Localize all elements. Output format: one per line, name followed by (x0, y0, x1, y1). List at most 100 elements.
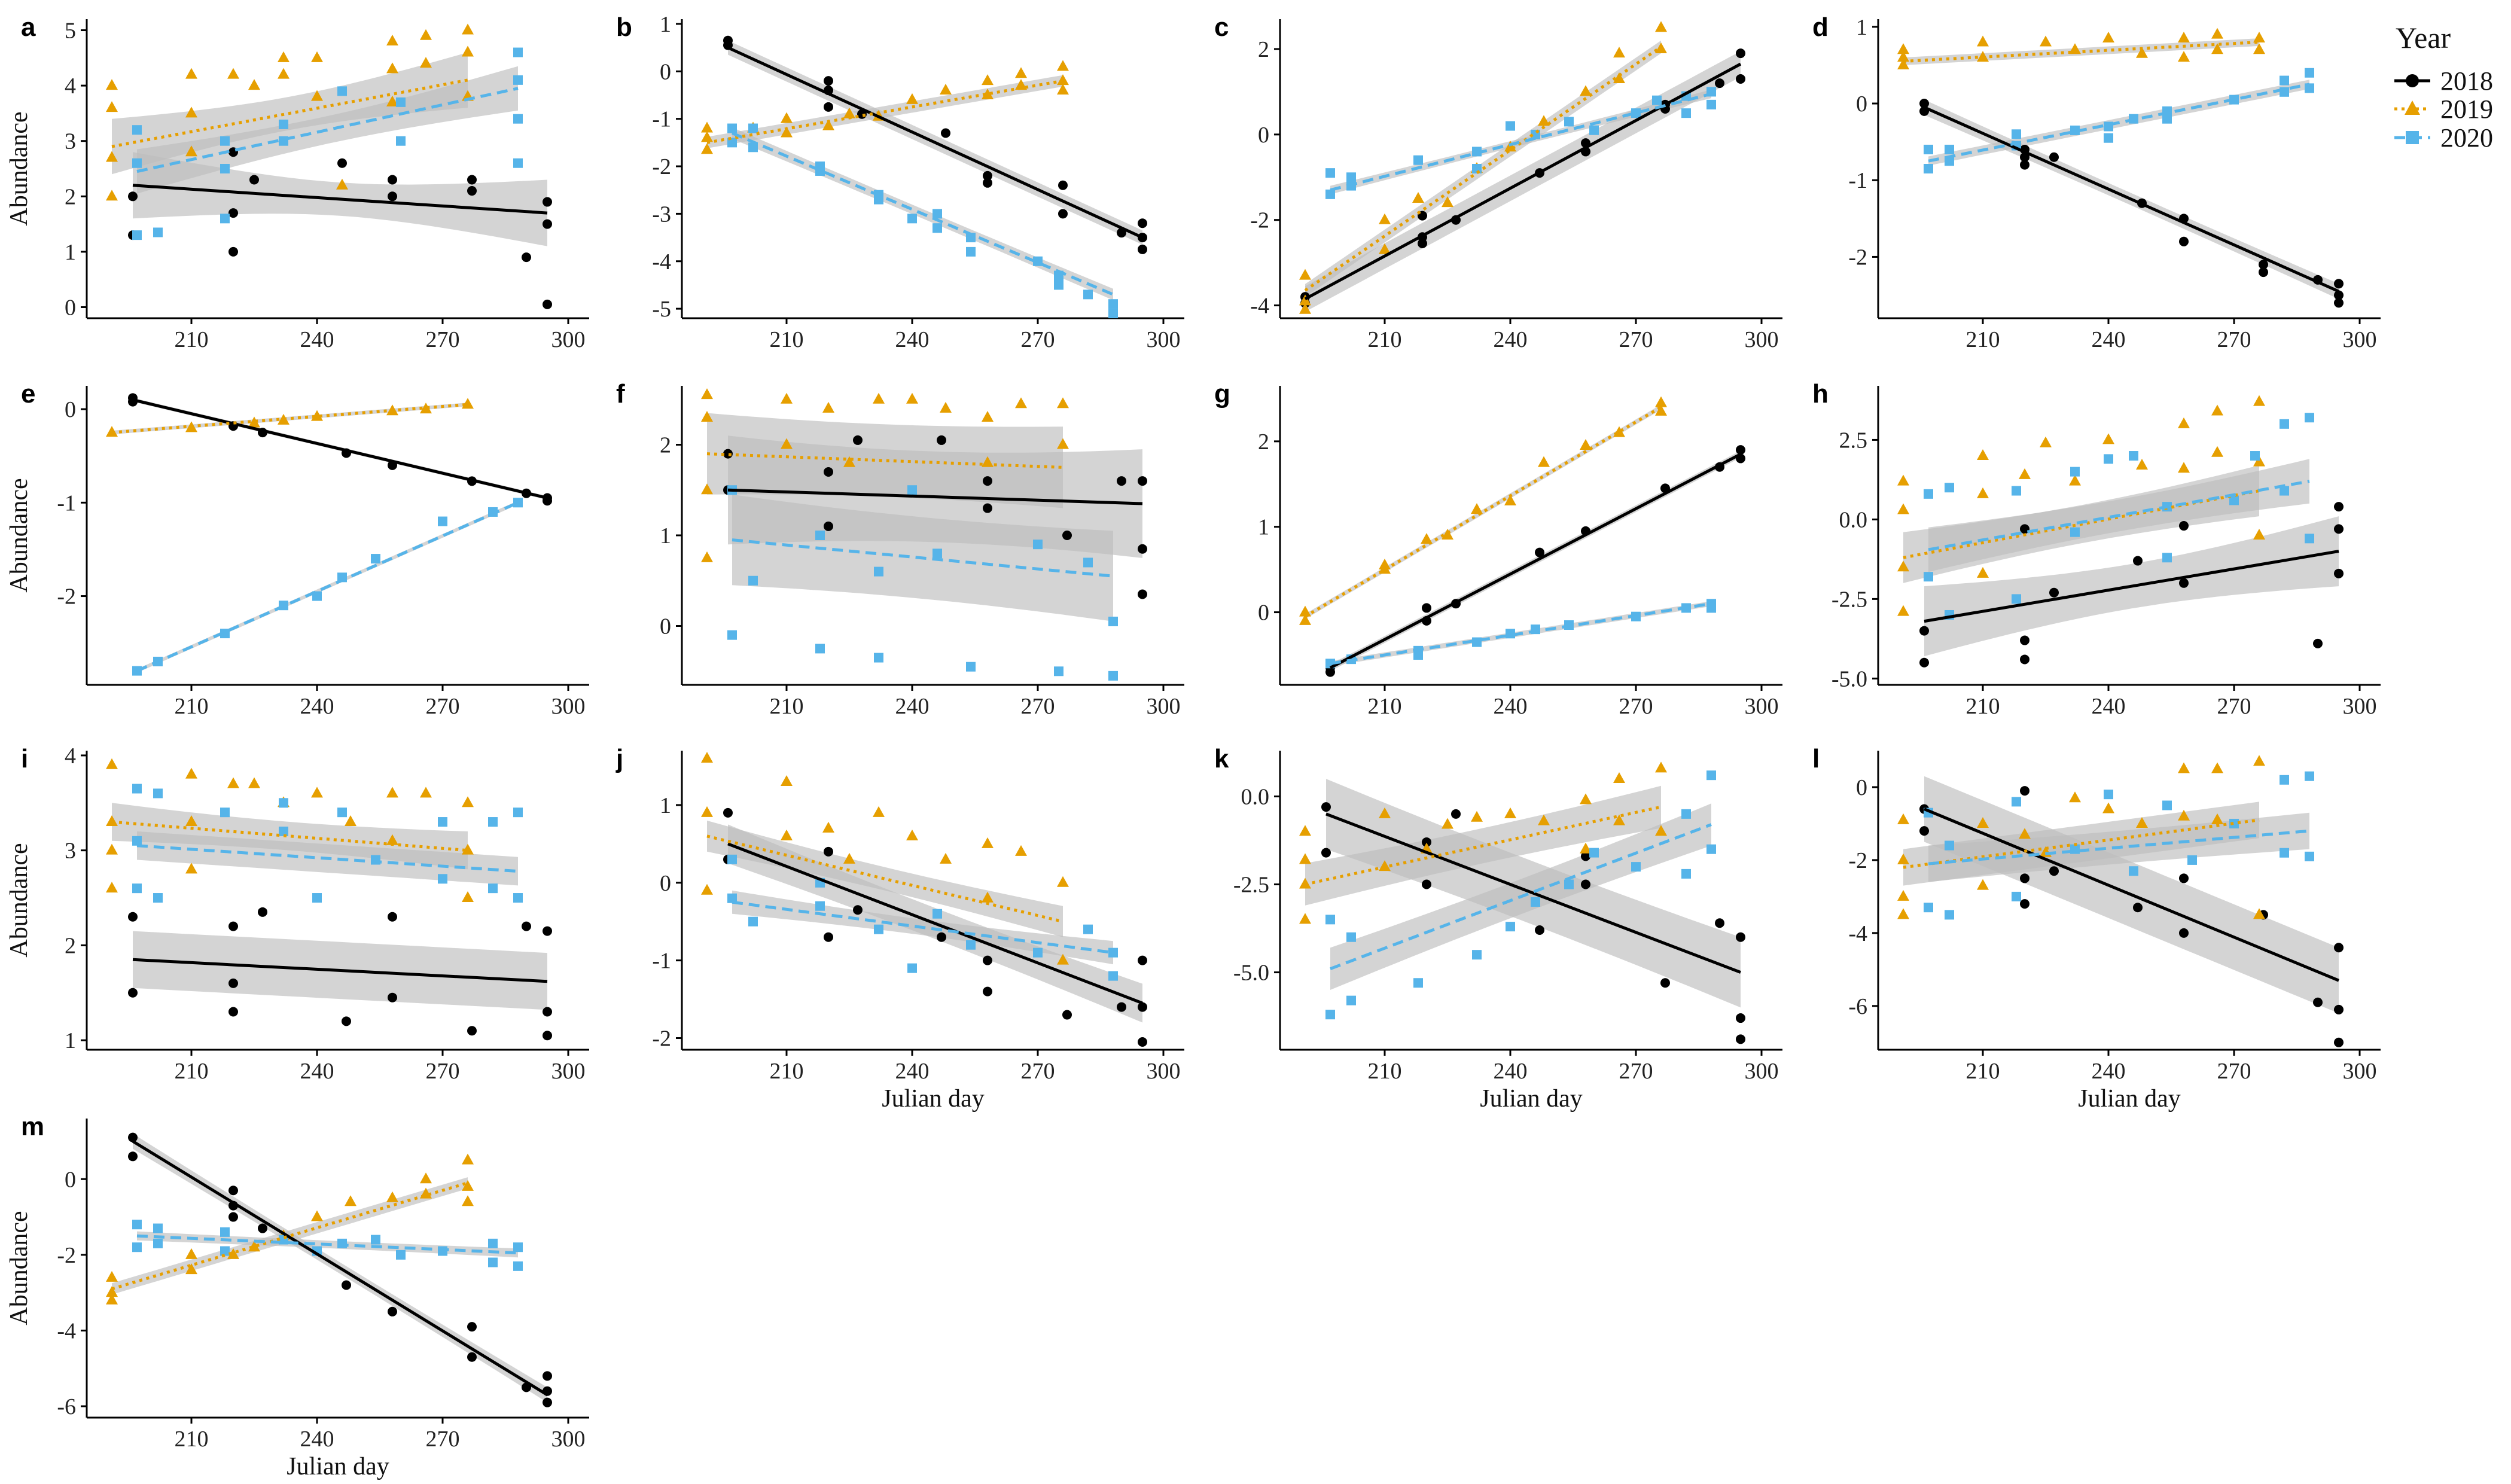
point-c-2020-0 (1325, 168, 1335, 178)
point-b-2020-3 (748, 142, 758, 153)
point-k-2020-13 (1706, 770, 1716, 781)
point-a-2018-8 (388, 175, 397, 185)
point-m-2020-1 (132, 1242, 142, 1253)
point-l-2018-4 (2020, 899, 2029, 909)
x-tick-label-a-300: 300 (551, 327, 586, 352)
point-a-2019-0 (106, 79, 118, 90)
x-tick-label-j-240: 240 (895, 1059, 930, 1084)
point-i-2020-6 (279, 798, 288, 808)
y-tick-label-c-2: 0 (1258, 123, 1269, 148)
y-tick-label-m-1: -4 (57, 1318, 76, 1343)
y-tick-label-b-0: -5 (652, 297, 671, 322)
point-i-2019-12 (386, 787, 398, 798)
point-l-2020-7 (2104, 790, 2113, 800)
y-tick-label-d-1: -1 (1848, 168, 1867, 193)
point-d-2020-1 (1924, 164, 1933, 173)
point-h-2019-16 (2253, 395, 2265, 406)
panel-letter-a: a (21, 13, 36, 42)
point-j-2018-7 (983, 986, 992, 997)
point-b-2020-10 (933, 223, 942, 233)
point-h-2018-10 (2334, 502, 2344, 512)
fit-line-c-2019 (1304, 45, 1662, 292)
x-tick-label-i-270: 270 (426, 1059, 460, 1084)
point-i-2018-0 (128, 912, 138, 922)
point-i-2019-0 (106, 758, 118, 769)
point-l-2019-15 (2253, 755, 2265, 766)
point-c-2020-1 (1325, 189, 1335, 199)
point-h-2020-11 (2162, 553, 2172, 563)
point-j-2019-11 (982, 891, 994, 903)
point-j-2020-11 (1108, 971, 1118, 981)
point-k-2018-9 (1715, 918, 1724, 928)
point-i-2019-16 (462, 843, 474, 855)
y-tick-label-e-1: -1 (57, 490, 76, 516)
point-i-2019-11 (345, 815, 356, 827)
point-f-2020-13 (1108, 616, 1118, 626)
point-b-2019-4 (781, 112, 793, 123)
point-k-2019-0 (1299, 825, 1311, 836)
point-f-2019-0 (701, 388, 713, 400)
point-b-2019-6 (822, 119, 834, 130)
point-m-2020-9 (371, 1235, 380, 1245)
y-tick-label-j-0: -2 (652, 1026, 671, 1052)
point-a-2018-13 (543, 219, 552, 229)
point-g-2020-11 (1706, 603, 1716, 613)
x-tick-label-k-300: 300 (1745, 1059, 1779, 1084)
y-tick-label-j-1: -1 (652, 949, 671, 974)
point-m-2018-2 (228, 1186, 238, 1196)
point-h-2020-15 (2280, 486, 2289, 496)
fit-line-l-2020 (1928, 829, 2310, 866)
point-h-2019-7 (2019, 468, 2031, 479)
x-axis-title-l: Julian day (2078, 1085, 2180, 1113)
point-h-2018-4 (2020, 654, 2029, 665)
point-d-2018-0 (1919, 99, 1929, 109)
fit-line-b-2019 (706, 79, 1063, 144)
fit-line-a-2020 (136, 87, 519, 173)
point-j-2020-6 (907, 963, 917, 973)
point-c-2019-11 (1613, 72, 1625, 83)
point-c-2019-0 (1299, 269, 1311, 280)
point-i-2018-3 (228, 978, 238, 988)
point-a-2019-12 (311, 90, 323, 101)
point-e-2020-2 (220, 629, 230, 639)
point-i-2020-11 (438, 817, 447, 827)
point-l-2019-14 (2211, 813, 2223, 824)
point-i-2020-16 (513, 893, 523, 903)
point-a-2019-17 (420, 29, 432, 40)
y-axis-title-a: Abundance (5, 111, 33, 226)
point-f-2020-11 (1054, 666, 1063, 677)
point-a-2019-13 (336, 178, 348, 190)
point-k-2019-15 (1655, 761, 1667, 773)
point-f-2019-7 (843, 456, 855, 467)
point-c-2020-9 (1564, 117, 1574, 127)
point-j-2019-4 (781, 829, 793, 840)
x-tick-label-c-270: 270 (1619, 327, 1653, 352)
point-b-2018-4 (824, 102, 833, 112)
panel-f: f 210 240 270 300 0 1 2 (616, 379, 1184, 719)
point-k-2020-2 (1346, 932, 1356, 942)
point-l-2020-14 (2305, 771, 2314, 781)
point-a-2020-5 (220, 164, 230, 173)
x-tick-label-d-210: 210 (1966, 327, 2000, 352)
point-m-2020-4 (220, 1227, 230, 1237)
point-m-2019-4 (185, 1263, 197, 1275)
point-l-2020-5 (2012, 891, 2021, 901)
x-tick-label-k-210: 210 (1368, 1059, 1402, 1084)
point-e-2020-9 (513, 498, 523, 508)
point-b-2019-9 (906, 93, 918, 104)
point-m-2020-5 (220, 1246, 230, 1256)
point-b-2020-13 (1033, 256, 1043, 266)
point-j-2018-6 (983, 955, 992, 965)
point-m-2019-0 (106, 1270, 118, 1282)
legend-label-2020: 2020 (2440, 123, 2493, 153)
point-f-2018-6 (983, 476, 992, 486)
point-i-2020-13 (488, 817, 498, 827)
point-b-2020-17 (1108, 299, 1118, 309)
point-h-2019-6 (1977, 566, 1989, 578)
x-tick-label-e-300: 300 (551, 694, 586, 719)
confidence-band-c-2020 (1330, 89, 1711, 194)
point-k-2019-2 (1299, 913, 1311, 924)
panel-letter-g: g (1214, 379, 1230, 409)
point-a-2020-11 (396, 136, 406, 146)
